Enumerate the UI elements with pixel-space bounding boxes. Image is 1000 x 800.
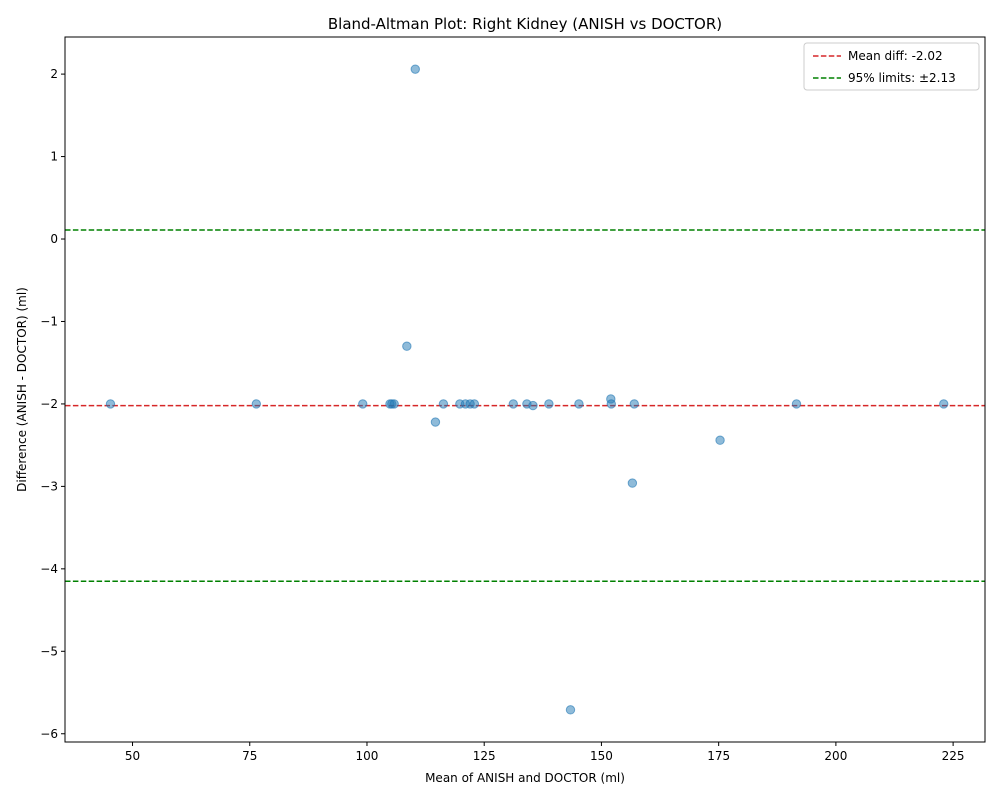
x-tick-label: 125 bbox=[473, 749, 496, 763]
plot-border bbox=[64, 36, 986, 743]
data-point bbox=[574, 399, 584, 409]
y-tick-label: −1 bbox=[40, 314, 58, 328]
x-tick-label: 75 bbox=[242, 749, 257, 763]
plot-area bbox=[65, 37, 985, 742]
data-point bbox=[358, 399, 368, 409]
y-tick-label: −3 bbox=[40, 479, 58, 493]
data-point bbox=[389, 399, 399, 409]
x-tick-label: 150 bbox=[590, 749, 613, 763]
data-point bbox=[791, 399, 802, 409]
x-tick-label: 100 bbox=[356, 749, 379, 763]
data-point bbox=[544, 399, 554, 409]
x-tick-label: 175 bbox=[707, 749, 730, 763]
data-point bbox=[715, 435, 725, 445]
data-point bbox=[105, 399, 116, 409]
y-tick-label: −5 bbox=[40, 644, 58, 658]
legend: Mean diff: -2.02 95% limits: ±2.13 bbox=[803, 42, 980, 91]
y-tick-label: 0 bbox=[50, 232, 58, 246]
y-tick-label: −6 bbox=[40, 727, 58, 741]
legend-mean-label: Mean diff: -2.02 bbox=[848, 49, 943, 63]
y-axis: 2 1 0 −1 −2 −3 −4 −5 −6 bbox=[40, 67, 65, 741]
data-point bbox=[627, 478, 638, 488]
plot-frame bbox=[65, 37, 985, 742]
data-point bbox=[430, 417, 441, 427]
y-tick-label: 2 bbox=[50, 67, 58, 81]
data-point bbox=[528, 400, 538, 411]
data-point bbox=[565, 705, 576, 715]
data-point bbox=[508, 399, 518, 409]
y-tick-label: −4 bbox=[40, 562, 58, 576]
y-tick-label: −2 bbox=[40, 397, 58, 411]
data-point bbox=[402, 341, 412, 351]
x-axis-title: Mean of ANISH and DOCTOR (ml) bbox=[425, 771, 625, 785]
data-point bbox=[629, 399, 639, 409]
data-point bbox=[438, 399, 449, 409]
legend-box bbox=[803, 42, 980, 91]
data-points bbox=[105, 64, 949, 715]
data-point bbox=[939, 399, 949, 409]
data-point bbox=[410, 64, 420, 74]
y-tick-label: 1 bbox=[50, 150, 58, 164]
x-tick-label: 200 bbox=[824, 749, 847, 763]
chart-title: Bland-Altman Plot: Right Kidney (ANISH v… bbox=[328, 15, 722, 33]
legend-limits-label: 95% limits: ±2.13 bbox=[848, 71, 956, 85]
x-tick-label: 50 bbox=[125, 749, 140, 763]
x-tick-label: 225 bbox=[942, 749, 965, 763]
x-axis: 50 75 100 125 150 175 200 225 bbox=[125, 742, 965, 763]
data-point bbox=[606, 399, 616, 409]
y-axis-title: Difference (ANISH - DOCTOR) (ml) bbox=[15, 287, 29, 492]
data-point bbox=[469, 399, 480, 409]
data-point bbox=[251, 399, 262, 409]
